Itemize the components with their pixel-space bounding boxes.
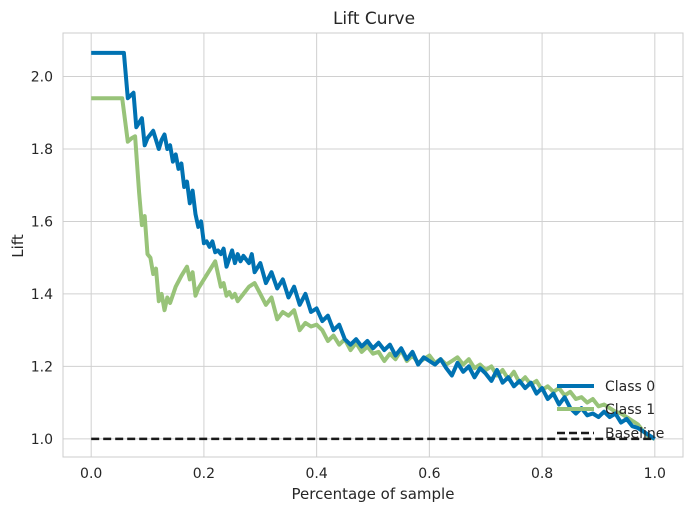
y-axis-label: Lift <box>9 234 27 258</box>
legend: Class 0 Class 1 Baseline <box>557 379 664 442</box>
y-tick-label: 1.2 <box>31 359 53 375</box>
x-tick-label: 0.2 <box>193 466 215 482</box>
x-axis-label: Percentage of sample <box>292 485 455 503</box>
y-tick-label: 1.6 <box>31 214 53 230</box>
tick-labels: 0.0 0.2 0.4 0.6 0.8 1.0 1.0 1.2 1.4 1.6 1.8 2.0 <box>31 69 666 482</box>
x-tick-label: 0.8 <box>531 466 553 482</box>
y-tick-label: 2.0 <box>31 69 53 85</box>
y-tick-label: 1.4 <box>31 287 53 303</box>
legend-label-class-0: Class 0 <box>605 379 655 395</box>
x-tick-label: 1.0 <box>644 466 666 482</box>
class-1-line <box>91 96 656 441</box>
x-tick-label: 0.4 <box>306 466 328 482</box>
y-tick-label: 1.8 <box>31 142 53 158</box>
y-tick-label: 1.0 <box>31 432 53 448</box>
class-0-line <box>91 50 656 441</box>
legend-label-class-1: Class 1 <box>605 402 655 418</box>
x-tick-label: 0.0 <box>80 466 102 482</box>
legend-label-baseline: Baseline <box>605 426 664 442</box>
x-tick-label: 0.6 <box>418 466 440 482</box>
series-layer <box>91 50 656 441</box>
chart-title: Lift Curve <box>333 9 415 29</box>
plot-frame <box>62 32 684 458</box>
